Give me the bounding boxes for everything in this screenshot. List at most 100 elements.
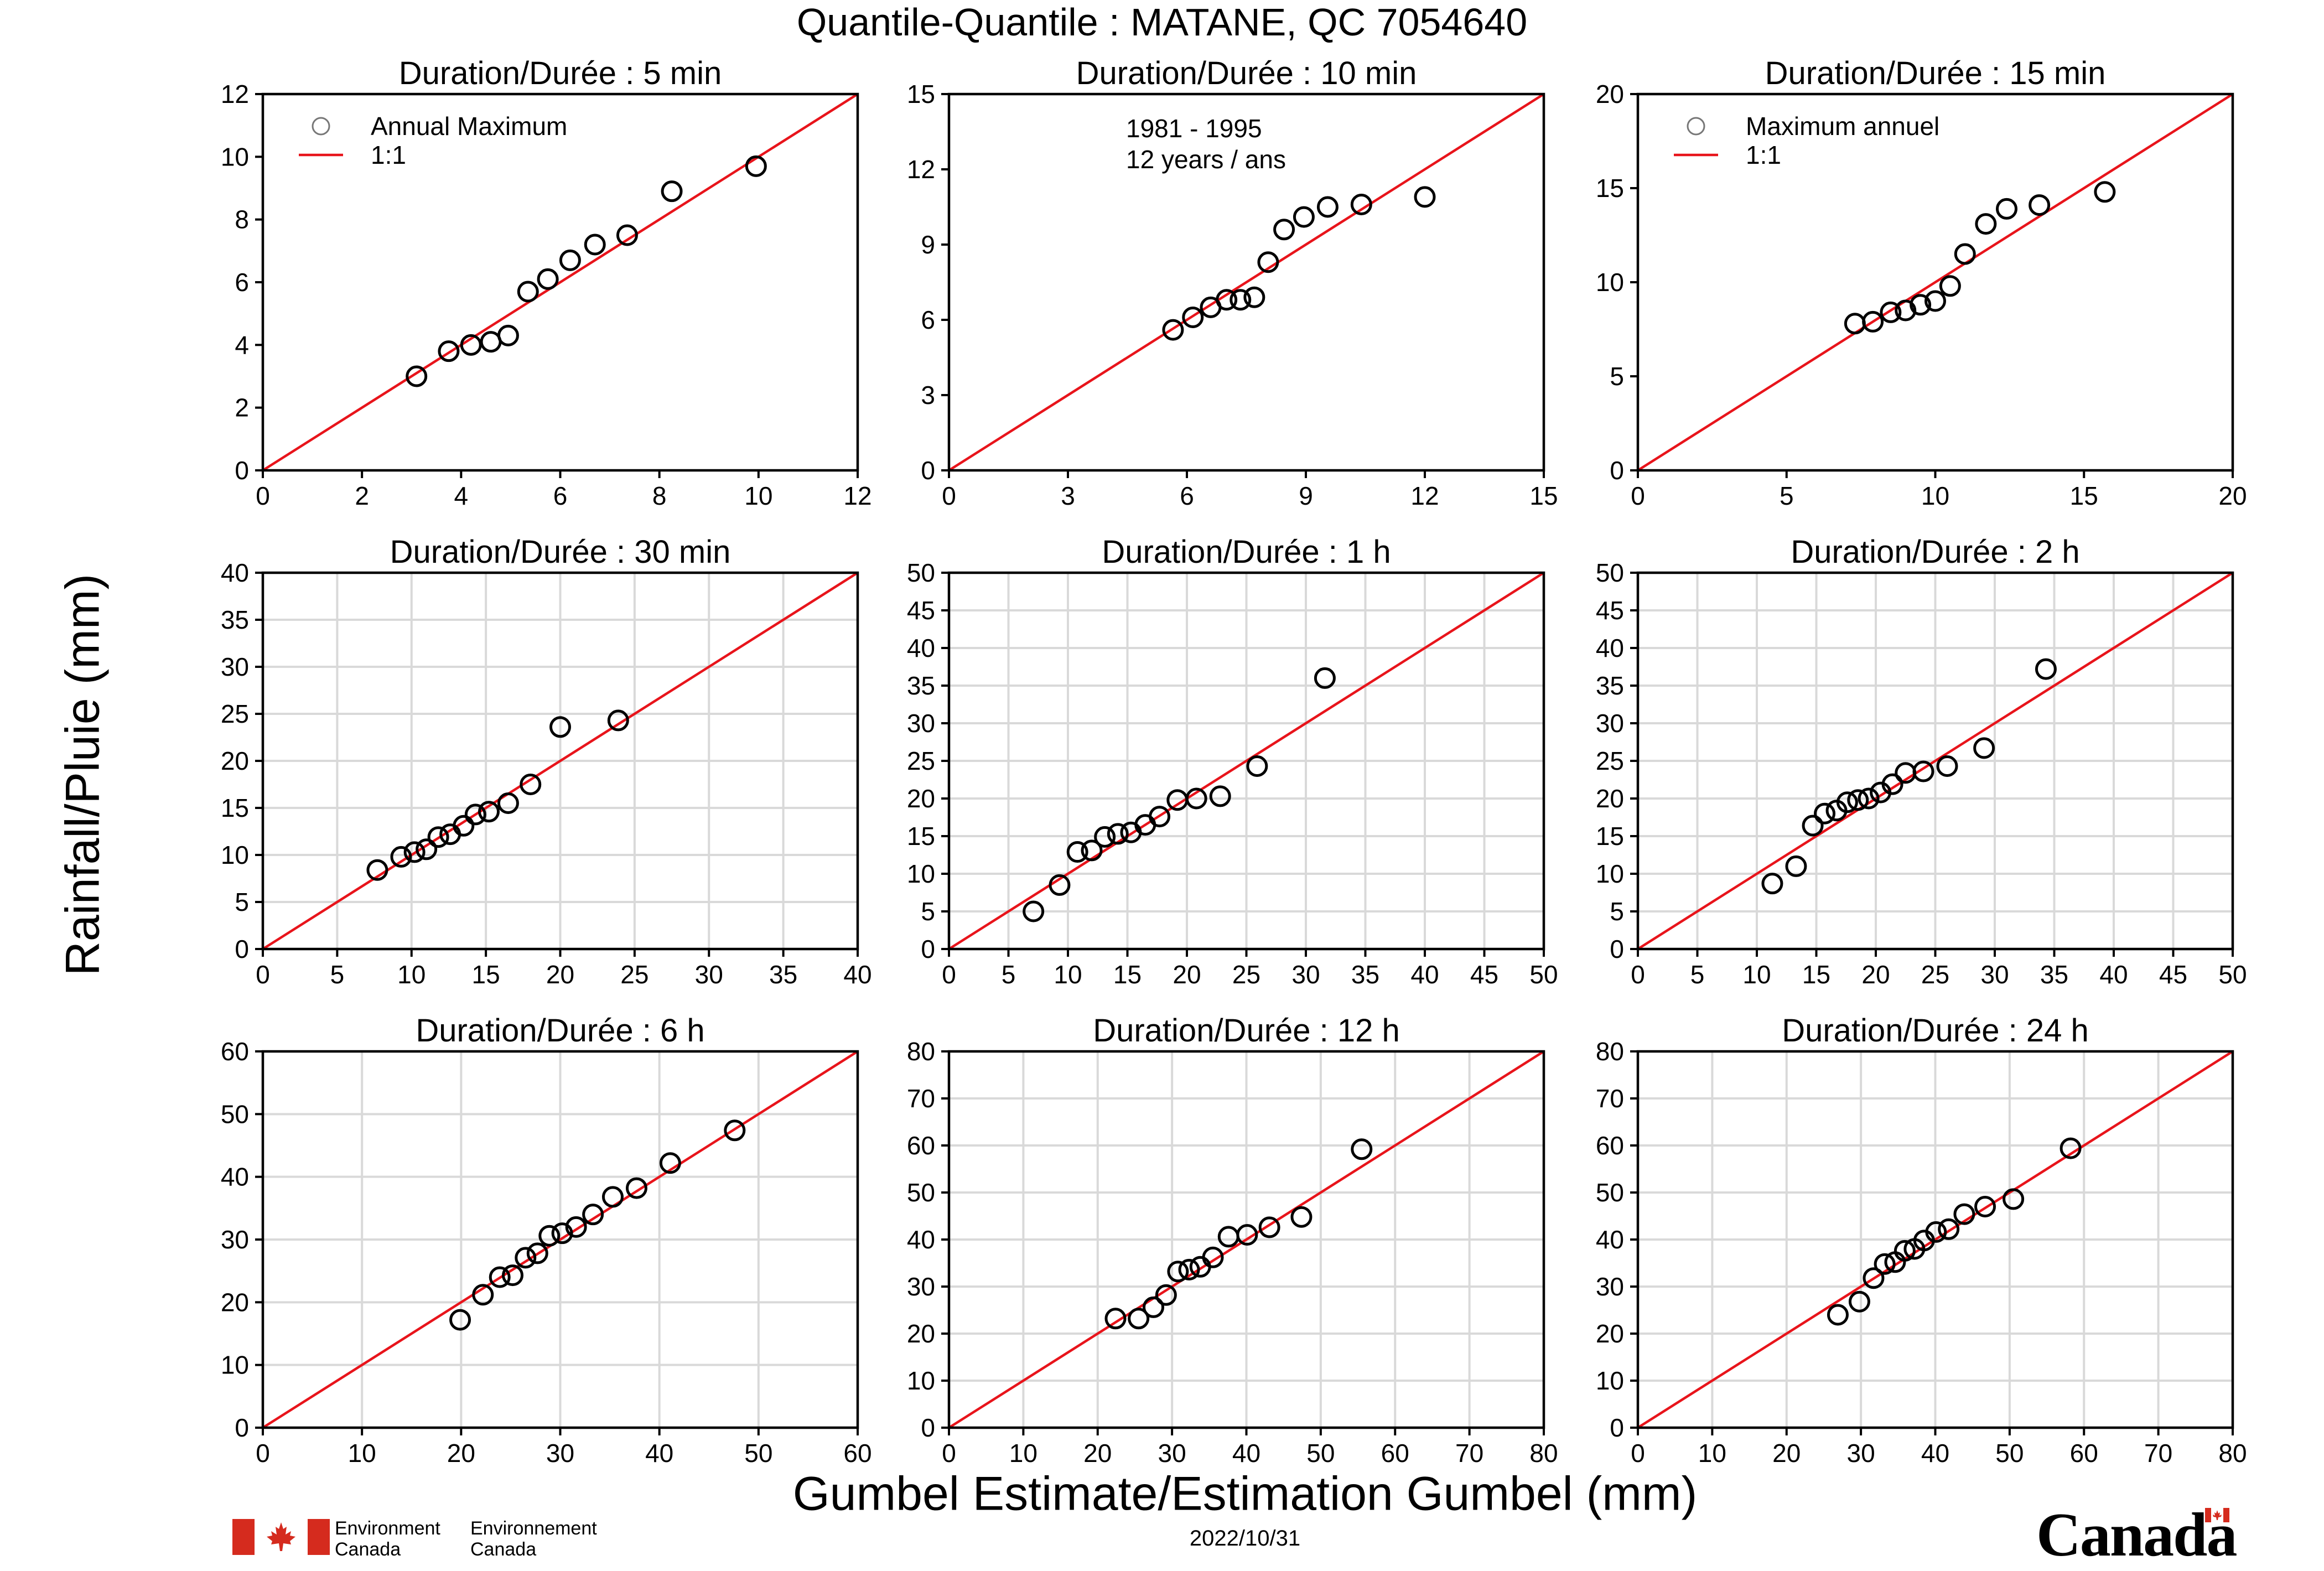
y-tick-label: 10 [221, 841, 249, 869]
data-point [1155, 1284, 1177, 1306]
y-tick-label: 0 [1610, 935, 1624, 963]
data-point [1880, 301, 1902, 323]
x-tick-label: 30 [695, 960, 723, 989]
data-point [1128, 1308, 1150, 1330]
data-point [1107, 823, 1129, 845]
data-point [1209, 785, 1231, 807]
data-point [745, 155, 767, 177]
y-tick-label: 12 [221, 80, 249, 108]
x-tick-label: 30 [1158, 1439, 1186, 1468]
panel-title: Duration/Durée : 12 h [1093, 1013, 1400, 1049]
y-tick-label: 20 [221, 1288, 249, 1316]
data-point [427, 826, 449, 848]
y-tick-label: 30 [221, 652, 249, 681]
data-point [489, 1266, 511, 1288]
annotation-text: 12 years / ans [1126, 145, 1286, 174]
x-tick-label: 40 [2099, 960, 2128, 989]
data-point [537, 268, 559, 290]
data-point [1975, 213, 1997, 235]
data-point [497, 792, 519, 814]
y-tick-label: 0 [235, 1413, 249, 1442]
y-tick-label: 4 [235, 330, 249, 359]
y-tick-label: 40 [1596, 1225, 1624, 1254]
x-tick-label: 60 [2070, 1439, 2098, 1468]
y-axis-label: Rainfall/Pluie (mm) [56, 573, 110, 976]
data-point [1953, 1203, 1975, 1225]
y-tick-label: 60 [221, 1037, 249, 1066]
y-tick-label: 0 [235, 935, 249, 963]
x-tick-label: 0 [1631, 960, 1645, 989]
data-point [1293, 206, 1315, 228]
y-tick-label: 15 [907, 80, 935, 108]
data-point [1182, 306, 1204, 328]
data-point [1230, 289, 1252, 311]
data-point [1246, 755, 1268, 777]
y-tick-label: 20 [1596, 784, 1624, 813]
y-tick-label: 25 [1596, 746, 1624, 775]
data-point [1894, 1240, 1916, 1262]
data-point [1814, 802, 1836, 825]
data-point [1167, 1261, 1189, 1283]
y-tick-label: 50 [221, 1100, 249, 1128]
one-to-one-line [948, 1050, 1545, 1429]
x-tick-label: 40 [1232, 1439, 1260, 1468]
x-tick-label: 10 [1698, 1439, 1726, 1468]
x-tick-label: 35 [2040, 960, 2068, 989]
x-tick-label: 35 [1351, 960, 1379, 989]
x-tick-label: 30 [1291, 960, 1320, 989]
qq-panel-0: 0 2 4 6 8 10 12 0 2 4 6 8 10 12 Duration/Durée : 5 min… [221, 55, 872, 510]
y-tick-label: 5 [235, 888, 249, 916]
y-tick-label: 30 [1596, 1272, 1624, 1301]
x-tick-label: 15 [2070, 481, 2098, 510]
data-point [460, 334, 482, 356]
x-tick-label: 5 [1780, 481, 1794, 510]
data-point [1216, 289, 1238, 311]
y-tick-label: 15 [1596, 822, 1624, 851]
flag-right-bar [308, 1519, 330, 1555]
y-tick-label: 60 [907, 1131, 935, 1160]
data-point [1974, 1196, 1996, 1217]
data-point [1844, 313, 1866, 335]
x-tick-label: 50 [744, 1439, 772, 1468]
panel-title: Duration/Durée : 10 min [1076, 55, 1417, 91]
data-point [1414, 186, 1436, 208]
data-point [1858, 787, 1880, 810]
data-point [1314, 667, 1336, 689]
y-tick-label: 35 [221, 605, 249, 634]
x-tick-label: 15 [1529, 481, 1558, 510]
y-tick-label: 5 [921, 897, 935, 926]
x-tick-label: 0 [256, 1439, 270, 1468]
x-tick-label: 5 [330, 960, 345, 989]
one-to-one-line [262, 572, 859, 950]
x-tick-label: 60 [1381, 1439, 1409, 1468]
y-tick-label: 0 [921, 935, 935, 963]
data-point [551, 1222, 573, 1245]
data-point [1881, 773, 1903, 795]
x-tick-label: 10 [348, 1439, 376, 1468]
data-point [1257, 251, 1279, 273]
data-point [1243, 286, 1265, 308]
data-point [472, 1284, 494, 1306]
data-point [724, 1119, 746, 1142]
y-tick-label: 80 [1596, 1037, 1624, 1066]
data-point [1178, 1258, 1200, 1280]
x-tick-label: 0 [1631, 1439, 1645, 1468]
x-tick-label: 10 [1742, 960, 1771, 989]
y-tick-label: 6 [235, 268, 249, 297]
flag-white-field [255, 1519, 308, 1555]
dept-fr-line1: Environnement [470, 1518, 597, 1539]
x-tick-label: 8 [652, 481, 667, 510]
y-tick-label: 50 [1596, 1178, 1624, 1207]
x-tick-label: 25 [620, 960, 649, 989]
y-tick-label: 50 [907, 1178, 935, 1207]
data-point [584, 234, 606, 256]
qq-panel-6: 0 10 20 30 40 50 60 0 10 20 30 40 50 60 Duration/Durée… [221, 1013, 872, 1468]
data-point [1936, 755, 1958, 777]
data-point [1836, 791, 1858, 813]
x-tick-label: 10 [1009, 1439, 1038, 1468]
data-point [1350, 193, 1372, 215]
y-tick-label: 40 [1596, 634, 1624, 662]
data-point [607, 709, 629, 732]
x-tick-label: 4 [454, 481, 469, 510]
data-point [1081, 839, 1103, 862]
